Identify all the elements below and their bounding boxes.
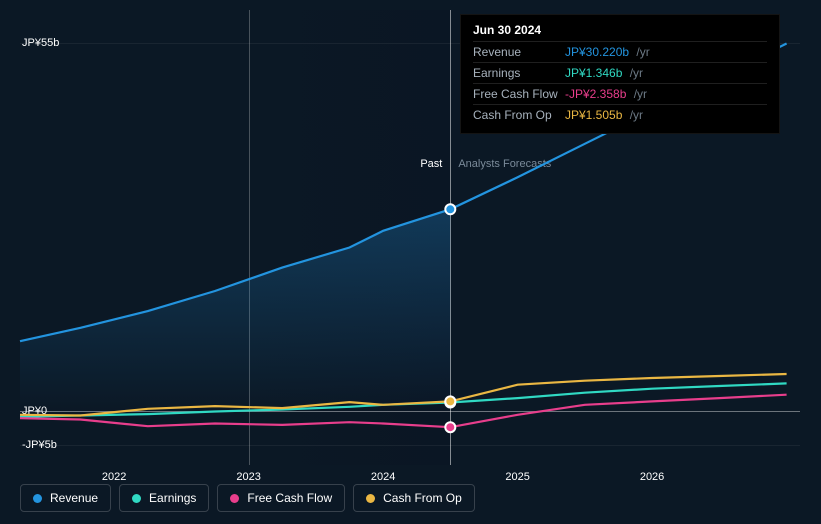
x-axis-label: 2022 xyxy=(102,471,126,483)
tooltip-metric: Revenue xyxy=(473,45,565,59)
marker-fcf[interactable] xyxy=(445,422,455,432)
tooltip-value: JP¥30.220b /yr xyxy=(565,45,650,59)
x-axis-label: 2026 xyxy=(640,471,664,483)
financial-chart: PastAnalysts Forecasts-JP¥5bJP¥0JP¥55b20… xyxy=(0,0,821,524)
tooltip-suffix: /yr xyxy=(626,66,643,80)
tooltip-metric: Cash From Op xyxy=(473,108,565,122)
legend-swatch xyxy=(230,494,239,503)
legend-item-revenue[interactable]: Revenue xyxy=(20,484,111,512)
tooltip-value: JP¥1.505b /yr xyxy=(565,108,643,122)
legend-swatch xyxy=(33,494,42,503)
chart-legend: Revenue Earnings Free Cash Flow Cash From O… xyxy=(20,484,475,512)
legend-swatch xyxy=(366,494,375,503)
legend-item-cfo[interactable]: Cash From Op xyxy=(353,484,475,512)
tooltip-row: Free Cash Flow-JP¥2.358b /yr xyxy=(473,83,767,104)
legend-item-earnings[interactable]: Earnings xyxy=(119,484,209,512)
tooltip-row: Cash From OpJP¥1.505b /yr xyxy=(473,104,767,125)
x-axis-label: 2023 xyxy=(236,471,260,483)
marker-cfo[interactable] xyxy=(445,396,455,406)
chart-tooltip: Jun 30 2024 RevenueJP¥30.220b /yrEarning… xyxy=(460,14,780,134)
tooltip-metric: Free Cash Flow xyxy=(473,87,565,101)
legend-label: Cash From Op xyxy=(383,491,462,505)
tooltip-date: Jun 30 2024 xyxy=(473,23,767,37)
legend-label: Earnings xyxy=(149,491,196,505)
x-axis-label: 2025 xyxy=(505,471,529,483)
tooltip-suffix: /yr xyxy=(630,87,647,101)
tooltip-row: EarningsJP¥1.346b /yr xyxy=(473,62,767,83)
tooltip-metric: Earnings xyxy=(473,66,565,80)
legend-label: Revenue xyxy=(50,491,98,505)
revenue-area xyxy=(20,209,450,411)
marker-revenue[interactable] xyxy=(445,204,455,214)
tooltip-value: JP¥1.346b /yr xyxy=(565,66,643,80)
legend-item-fcf[interactable]: Free Cash Flow xyxy=(217,484,345,512)
tooltip-row: RevenueJP¥30.220b /yr xyxy=(473,41,767,62)
tooltip-value: -JP¥2.358b /yr xyxy=(565,87,647,101)
x-axis-label: 2024 xyxy=(371,471,395,483)
tooltip-suffix: /yr xyxy=(626,108,643,122)
tooltip-suffix: /yr xyxy=(633,45,650,59)
legend-label: Free Cash Flow xyxy=(247,491,332,505)
legend-swatch xyxy=(132,494,141,503)
